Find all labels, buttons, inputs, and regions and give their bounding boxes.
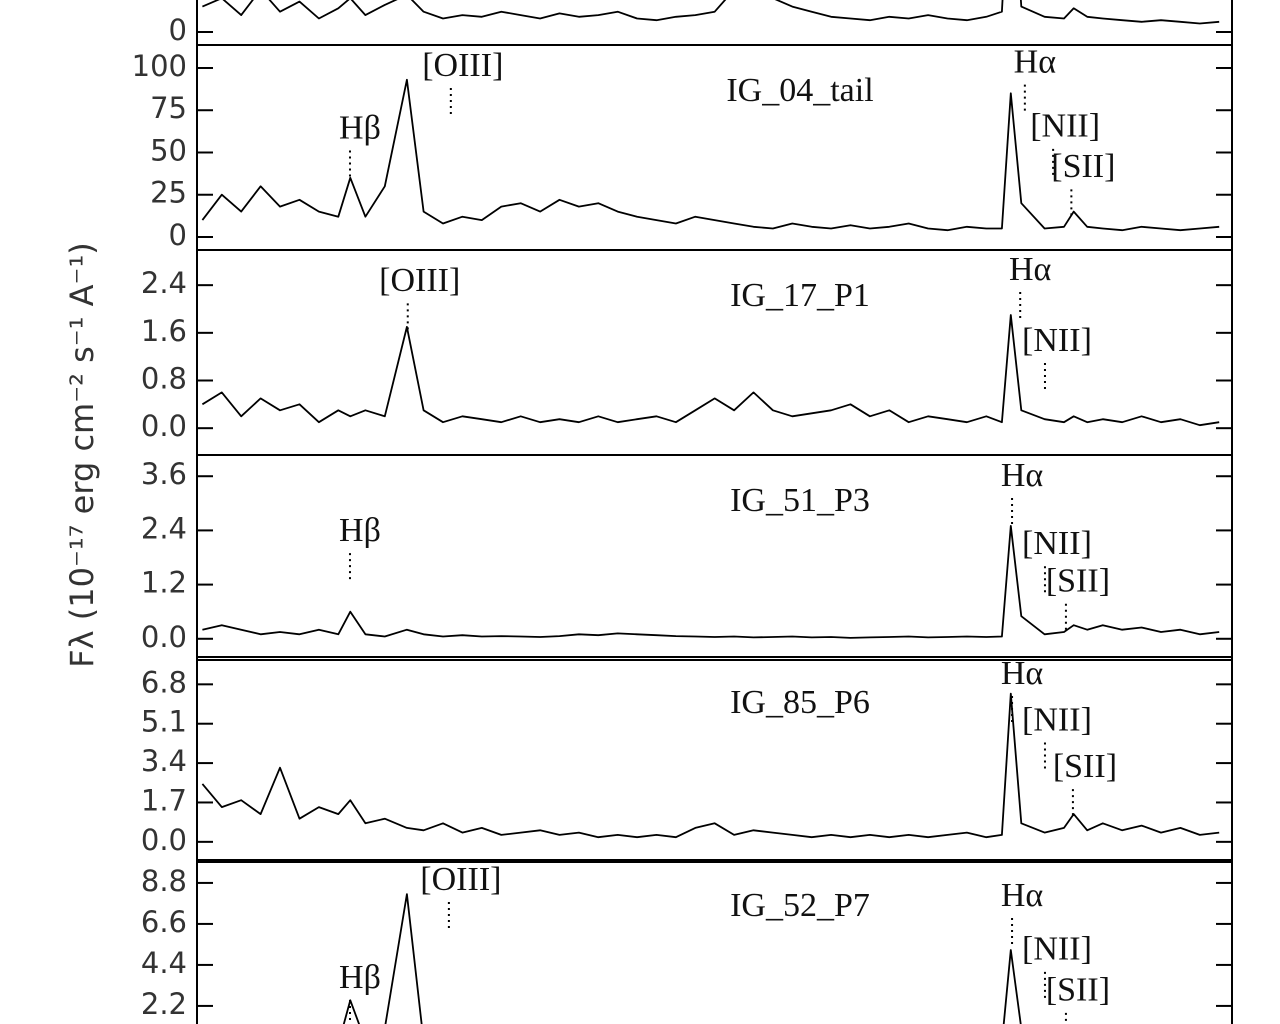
line-label: [OIII] xyxy=(420,861,501,898)
line-label: [OIII] xyxy=(379,262,460,299)
line-label: [NII] xyxy=(1022,525,1092,562)
line-label: Hβ xyxy=(339,512,381,549)
y-tick-label: 0.0 xyxy=(141,823,187,857)
y-tick-label: 6.6 xyxy=(141,905,187,939)
panel: 0.0 1.2 2.4 3.6 IG_51_P3 Hβ Hα [NII][SII] xyxy=(141,454,1233,661)
y-tick-label: 4.4 xyxy=(141,946,187,980)
y-tick-label: 0 xyxy=(169,218,187,252)
panel: 0.0 1.7 3.4 5.1 6.8 IG_85_P6 Hα [NII] [SII] xyxy=(141,655,1233,863)
line-label: Hα xyxy=(1014,43,1057,80)
line-label: Hβ xyxy=(339,109,381,146)
line-label: [NII] xyxy=(1022,701,1092,738)
spectrum-line xyxy=(202,0,1220,25)
panel: 0 xyxy=(169,0,1233,47)
panel-title: IG_85_P6 xyxy=(730,684,870,721)
line-label: Hβ xyxy=(339,959,381,996)
y-tick-label: 1.6 xyxy=(141,314,187,348)
line-label: [NII] xyxy=(1022,322,1092,359)
panel-title: IG_04_tail xyxy=(726,72,873,109)
y-tick-label: 1.7 xyxy=(141,783,187,817)
y-tick-label: 0.8 xyxy=(141,362,187,396)
panel-title: IG_52_P7 xyxy=(730,887,870,924)
y-tick-label: 5.1 xyxy=(141,705,187,739)
line-label: [OIII] xyxy=(422,47,503,84)
line-label: Hα xyxy=(1001,457,1044,494)
line-label: [SII] xyxy=(1051,148,1115,185)
y-tick-label: 50 xyxy=(150,133,187,167)
panel: 0.0 0.8 1.6 2.4 IG_17_P1 [OIII] Hα [NII] xyxy=(141,249,1233,456)
line-label: Hα xyxy=(1001,877,1044,914)
spectrum-line xyxy=(201,314,1220,427)
y-axis-label: Fλ (10⁻¹⁷ erg cm⁻² s⁻¹ A⁻¹) xyxy=(63,242,101,668)
y-tick-label: 0.0 xyxy=(141,409,187,443)
y-tick-label: 0 xyxy=(169,13,187,47)
y-tick-label: 2.4 xyxy=(141,266,187,300)
panel: 2.2 4.4 6.6 8.8 IG_52_P7 Hβ [OIII] Hα [NII] [SII] xyxy=(141,859,1233,1024)
line-label: [SII] xyxy=(1046,972,1110,1009)
y-tick-label: 75 xyxy=(150,91,187,125)
y-tick-label: 25 xyxy=(150,176,187,210)
line-label: [SII] xyxy=(1046,562,1110,599)
line-label: [NII] xyxy=(1030,108,1100,145)
line-label: Hα xyxy=(1009,251,1052,288)
line-label: Hα xyxy=(1001,655,1044,692)
y-tick-label: 100 xyxy=(132,49,187,83)
panel-title: IG_51_P3 xyxy=(730,482,870,519)
y-tick-label: 6.8 xyxy=(141,665,187,699)
spectrum-line xyxy=(201,78,1220,232)
panel: 0 25 50 75 100 IG_04_tail Hβ [OIII] Hα [NII][SII] xyxy=(132,43,1233,252)
y-tick-label: 1.2 xyxy=(141,566,187,600)
y-tick-label: 3.6 xyxy=(141,457,187,491)
spectrum-line xyxy=(201,692,1220,839)
y-tick-label: 3.4 xyxy=(141,744,187,778)
line-label: [NII] xyxy=(1022,931,1092,968)
line-label: [SII] xyxy=(1053,748,1117,785)
panel-title: IG_17_P1 xyxy=(730,277,870,314)
spectrum-line xyxy=(202,525,1220,639)
y-tick-label: 2.2 xyxy=(141,987,187,1021)
y-tick-label: 0.0 xyxy=(141,620,187,654)
y-tick-label: 8.8 xyxy=(141,864,187,898)
y-tick-label: 2.4 xyxy=(141,511,187,545)
